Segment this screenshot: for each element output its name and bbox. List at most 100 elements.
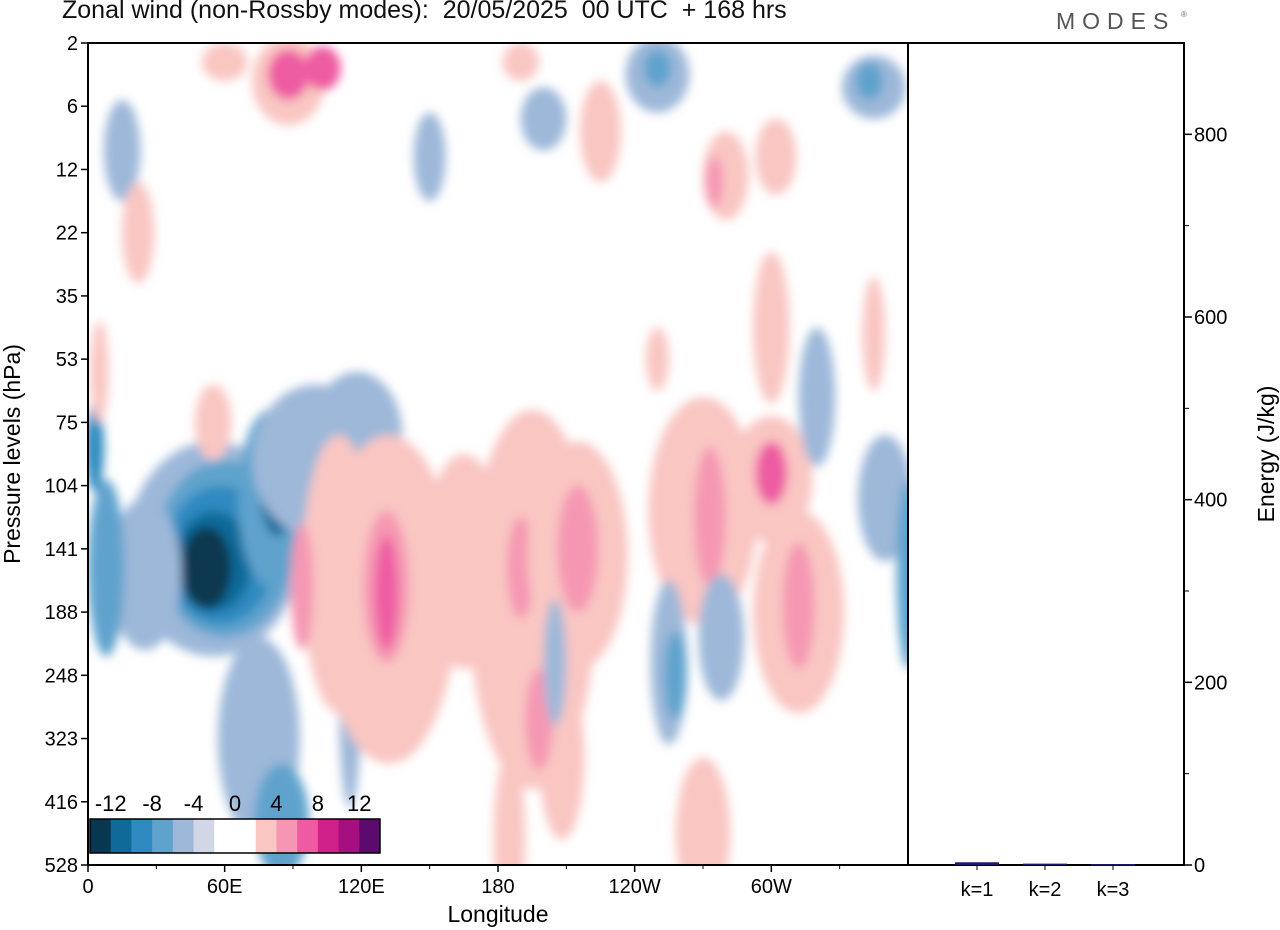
heatmap-blob [782, 542, 815, 669]
energy-tick-label: 0 [1194, 855, 1205, 877]
x-tick-label: 0 [82, 876, 93, 898]
heatmap-blob [855, 61, 883, 100]
colorbar-label: 4 [270, 791, 282, 816]
energy-tick-label: 400 [1194, 490, 1227, 512]
heatmap-blob [108, 498, 182, 651]
y-tick-label: 141 [45, 539, 78, 561]
colorbar-swatch [255, 819, 277, 853]
heatmap-field [88, 43, 908, 865]
heatmap-blob [507, 517, 535, 619]
heatmap-blob [520, 87, 567, 151]
heatmap-blob [798, 327, 836, 467]
heatmap-blob [755, 441, 788, 505]
bar-label: k=3 [1097, 879, 1130, 901]
registered-mark: ® [1181, 10, 1187, 19]
y-tick-label: 323 [45, 729, 78, 751]
colorbar-swatch [359, 819, 381, 853]
colorbar-label: 0 [229, 791, 241, 816]
heatmap-blob [557, 485, 599, 613]
colorbar-swatch [317, 819, 340, 853]
energy-axis-title: Energy (J/kg) [1253, 386, 1279, 523]
colorbar-label: 12 [347, 791, 371, 816]
y-tick-label: 248 [45, 665, 78, 687]
heatmap-blob [664, 631, 688, 720]
x-tick-label: 120E [338, 876, 385, 898]
energy-tick-label: 800 [1194, 124, 1227, 146]
heatmap-blob [753, 251, 790, 404]
heatmap-layer [88, 43, 908, 865]
heatmap-blob [580, 80, 621, 183]
y-tick-label: 53 [56, 349, 78, 371]
heatmap-blob [896, 479, 908, 669]
heatmap-blob [675, 757, 731, 865]
bar-label: k=1 [961, 879, 994, 901]
x-tick-label: 60W [751, 876, 792, 898]
energy-bar-k3 [1091, 864, 1135, 866]
colorbar-swatch [338, 819, 360, 853]
y-tick-label: 528 [45, 855, 78, 877]
x-tick-label: 60E [207, 876, 243, 898]
energy-tick-label: 200 [1194, 672, 1227, 694]
colorbar-swatch [110, 819, 132, 853]
colorbar-swatch [297, 819, 319, 853]
x-axis-title: Longitude [447, 901, 548, 927]
heatmap-blob [643, 49, 672, 88]
colorbar-label: 8 [312, 791, 324, 816]
colorbar-swatch [235, 819, 257, 853]
heatmap-blob [705, 156, 724, 208]
energy-frame [907, 42, 1185, 866]
pressure-axis: 2 6 12 22 35 53 75 104 141 188 248 323 416 528 [45, 33, 88, 877]
heatmap-blob [290, 523, 314, 651]
longitude-axis: 0 60E 120E 180 120W 60W [82, 865, 841, 898]
heatmap-blob [201, 43, 248, 81]
energy-axis: 0 200 400 600 800 [1184, 124, 1227, 877]
x-tick-label: 120W [609, 876, 661, 898]
colorbar-swatch [214, 819, 236, 853]
colorbar-swatch [152, 819, 174, 853]
colorbar-frame [89, 818, 381, 854]
modes-logo: MODES [1056, 8, 1176, 34]
chart-title: Zonal wind (non-Rossby modes): 20/05/202… [62, 0, 787, 24]
y-tick-label: 104 [45, 476, 78, 498]
heatmap-blob [88, 403, 104, 492]
y-tick-label: 75 [56, 412, 78, 434]
heatmap-blob [90, 321, 109, 423]
heatmap-blob [543, 599, 567, 726]
heatmap-blob [375, 536, 398, 651]
colorbar-label: -8 [142, 791, 162, 816]
colorbar-swatch [131, 819, 153, 853]
y-tick-label: 416 [45, 792, 78, 814]
bar-label: k=2 [1029, 879, 1062, 901]
colorbar-label: -12 [95, 791, 127, 816]
y-tick-label: 188 [45, 602, 78, 624]
x-tick-label: 180 [481, 876, 514, 898]
y-tick-label: 22 [56, 223, 78, 245]
energy-tick-label: 600 [1194, 307, 1227, 329]
heatmap-blob [646, 327, 669, 391]
heatmap-blob [103, 99, 141, 202]
heatmap-blob [693, 447, 726, 587]
heatmap-blob [698, 574, 744, 701]
heatmap-blob [195, 384, 232, 461]
colorbar-swatch [193, 819, 215, 853]
colorbar-swatch [90, 819, 112, 853]
heatmap-blob [122, 182, 155, 284]
colorbar: -12 -8 -4 0 4 8 12 [89, 791, 381, 854]
heatmap-blob [493, 751, 526, 865]
y-tick-label: 12 [56, 159, 78, 181]
heatmap-blob [304, 46, 341, 91]
energy-bars: k=1 k=2 k=3 [955, 862, 1135, 901]
heatmap-blob [755, 118, 797, 195]
heatmap-blob [267, 49, 309, 100]
energy-bar-k2 [1023, 863, 1067, 866]
colorbar-label: -4 [184, 791, 204, 816]
heatmap-blob [862, 276, 886, 391]
y-axis-title: Pressure levels (hPa) [0, 344, 25, 564]
colorbar-swatch [172, 819, 195, 853]
heatmap-blob [857, 435, 908, 562]
heatmap-blob [413, 112, 446, 202]
y-tick-label: 6 [67, 96, 78, 118]
heatmap-blob [502, 43, 539, 81]
heatmap-blob [88, 479, 125, 657]
